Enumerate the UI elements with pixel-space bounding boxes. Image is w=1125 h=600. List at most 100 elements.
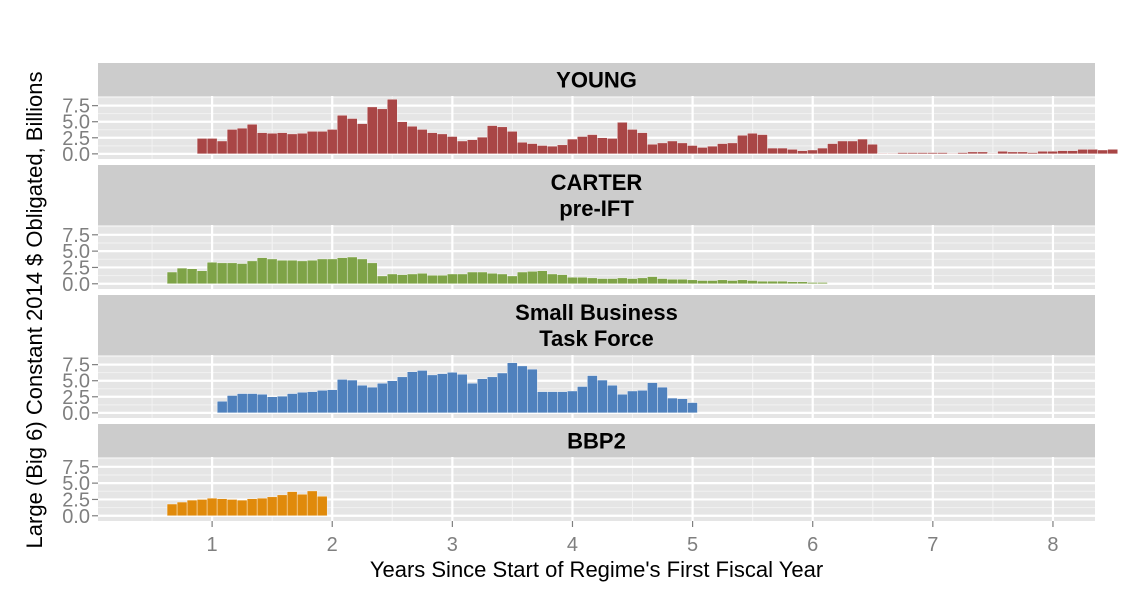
bar [1057, 150, 1068, 155]
bar [256, 257, 268, 284]
bar [747, 280, 758, 284]
bar [287, 393, 298, 414]
bar [1097, 149, 1108, 155]
bar [417, 129, 428, 155]
bar [867, 144, 878, 155]
bar [306, 260, 318, 284]
y-tick-label: 7.5 [62, 225, 90, 247]
bar [367, 106, 378, 155]
bar [507, 275, 518, 284]
bar [447, 372, 458, 414]
bar [787, 281, 798, 284]
bar [427, 132, 438, 155]
bar [447, 273, 458, 284]
facet-strip-label: YOUNG [556, 68, 637, 93]
bar [807, 282, 818, 284]
bar [677, 279, 688, 284]
bar [256, 132, 268, 155]
bar [457, 273, 468, 284]
bar [477, 271, 488, 284]
bar [166, 503, 178, 516]
bar [336, 257, 348, 284]
bar [487, 125, 498, 155]
bar [246, 124, 258, 155]
bar [547, 145, 558, 155]
bar [236, 263, 248, 284]
facet-strip-label: pre-IFT [559, 196, 634, 221]
bar [547, 391, 558, 414]
bar [797, 281, 808, 284]
bar [667, 279, 678, 284]
bar [987, 153, 998, 155]
bar [276, 132, 288, 155]
facet-strip [98, 165, 1095, 225]
bar [176, 501, 188, 516]
y-tick-label: 2.5 [62, 489, 90, 511]
bar [327, 389, 338, 414]
bar [647, 382, 658, 414]
bar [597, 278, 608, 284]
bar [587, 277, 598, 284]
bar [376, 275, 388, 284]
bar [507, 131, 518, 155]
bar [527, 368, 538, 414]
bar [206, 497, 218, 516]
y-tick-label: 7.5 [62, 457, 90, 479]
x-tick-label: 8 [1047, 534, 1058, 556]
bar [377, 108, 388, 155]
bar [517, 142, 528, 155]
facet-strip-label: CARTER [551, 170, 643, 195]
bar [557, 274, 568, 284]
bar [377, 383, 388, 414]
bar [236, 393, 248, 414]
bar [617, 277, 628, 284]
bar [767, 280, 778, 284]
bar [667, 140, 678, 155]
bar [307, 391, 318, 414]
y-tick-label: 5.0 [62, 241, 90, 263]
bar [657, 386, 668, 414]
bar [607, 278, 618, 284]
x-tick-label: 1 [207, 534, 218, 556]
x-axis-title: Years Since Start of Regime's First Fisc… [370, 557, 823, 582]
bar [727, 142, 738, 155]
x-tick-label: 5 [687, 534, 698, 556]
bar [196, 270, 208, 284]
bar [336, 115, 348, 155]
bar [877, 153, 888, 155]
y-tick-label: 5.0 [62, 112, 90, 134]
bar [437, 275, 448, 284]
facet-strip [98, 63, 1095, 96]
x-tick-label: 7 [927, 534, 938, 556]
bar [657, 142, 668, 155]
y-tick-label: 5.0 [62, 473, 90, 495]
bar [647, 144, 658, 155]
bar [557, 144, 568, 155]
bar [777, 280, 788, 284]
x-tick-label: 2 [327, 534, 338, 556]
bar [627, 129, 638, 155]
bar [407, 126, 418, 155]
bar [517, 365, 528, 414]
bar [627, 390, 638, 414]
bar [497, 273, 508, 284]
bar [687, 402, 698, 414]
bar [216, 498, 228, 516]
bar [467, 139, 478, 155]
bar [797, 150, 808, 155]
x-tick-label: 6 [807, 534, 818, 556]
bar [316, 258, 328, 284]
bar [837, 140, 848, 155]
bar [447, 136, 458, 155]
bar [437, 373, 448, 414]
bar [1027, 152, 1038, 155]
bar [186, 268, 198, 284]
bar [296, 133, 308, 155]
bar [346, 256, 358, 284]
bar [286, 260, 298, 284]
bar [306, 131, 318, 155]
bar [937, 152, 948, 155]
bar [256, 394, 268, 414]
bar [226, 129, 238, 155]
y-tick-label: 2.5 [62, 387, 90, 409]
